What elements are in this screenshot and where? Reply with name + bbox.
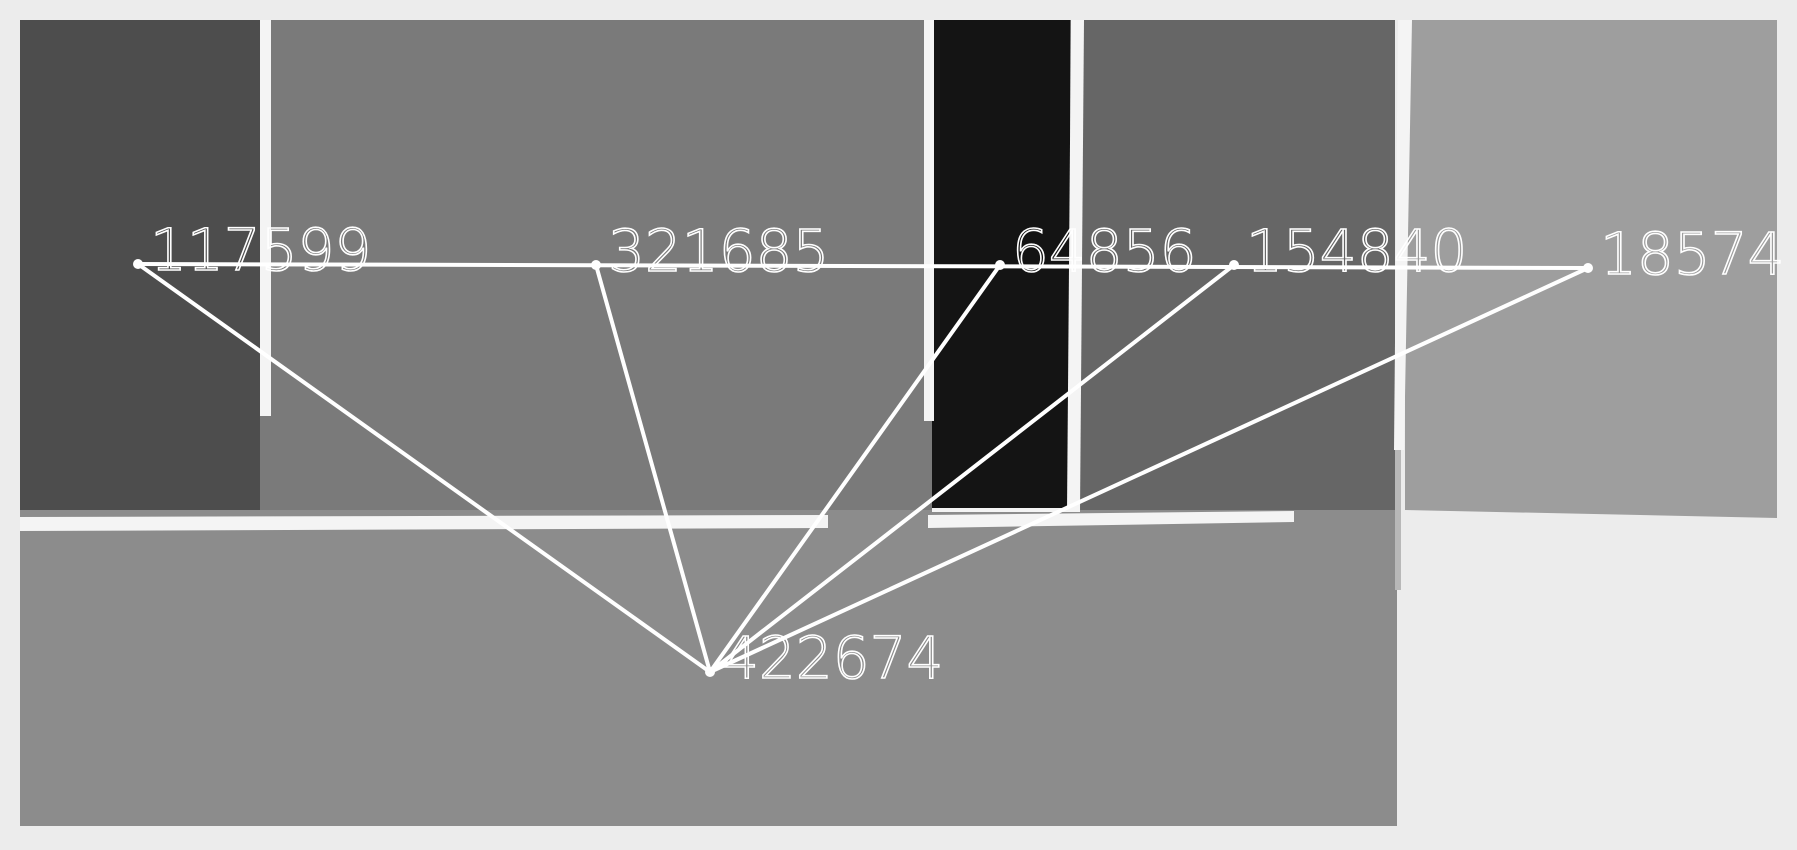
divider-horizontal-2 [928, 511, 1294, 528]
node-label-n5: 18574 [1600, 220, 1785, 288]
node-label-n3: 64856 [1012, 217, 1197, 285]
divider-light-edge [1395, 450, 1401, 590]
divider-black-bottom [932, 508, 1070, 512]
node-dot-n2 [591, 260, 601, 270]
divider-horizontal-1 [20, 515, 828, 531]
edge-n5-hub [708, 266, 1590, 674]
node-dot-n1 [133, 259, 143, 269]
node-dot-n3 [995, 260, 1005, 270]
node-label-n4: 154840 [1246, 217, 1467, 285]
background-regions [20, 20, 1777, 826]
divider-vertical-2 [924, 20, 934, 421]
edges-layer [136, 262, 1590, 674]
edge-n3-hub [708, 263, 1002, 674]
edge-n4-hub [708, 263, 1236, 674]
node-dot-hub [705, 667, 715, 677]
edge-n1-n5 [136, 262, 1590, 270]
edge-n2-hub [594, 263, 712, 674]
node-label-n2: 321685 [608, 217, 829, 285]
node-label-hub: 422674 [722, 624, 943, 692]
nodes-layer [133, 259, 1593, 677]
node-label-n1: 117599 [150, 216, 371, 284]
labels-layer: 117599 321685 64856 154840 18574 422674 [149, 215, 1785, 693]
divider-vertical-4 [1394, 20, 1412, 450]
node-dot-n5 [1583, 263, 1593, 273]
divider-vertical-1 [260, 20, 271, 416]
node-dot-n4 [1229, 260, 1239, 270]
edge-n1-hub [136, 262, 712, 674]
